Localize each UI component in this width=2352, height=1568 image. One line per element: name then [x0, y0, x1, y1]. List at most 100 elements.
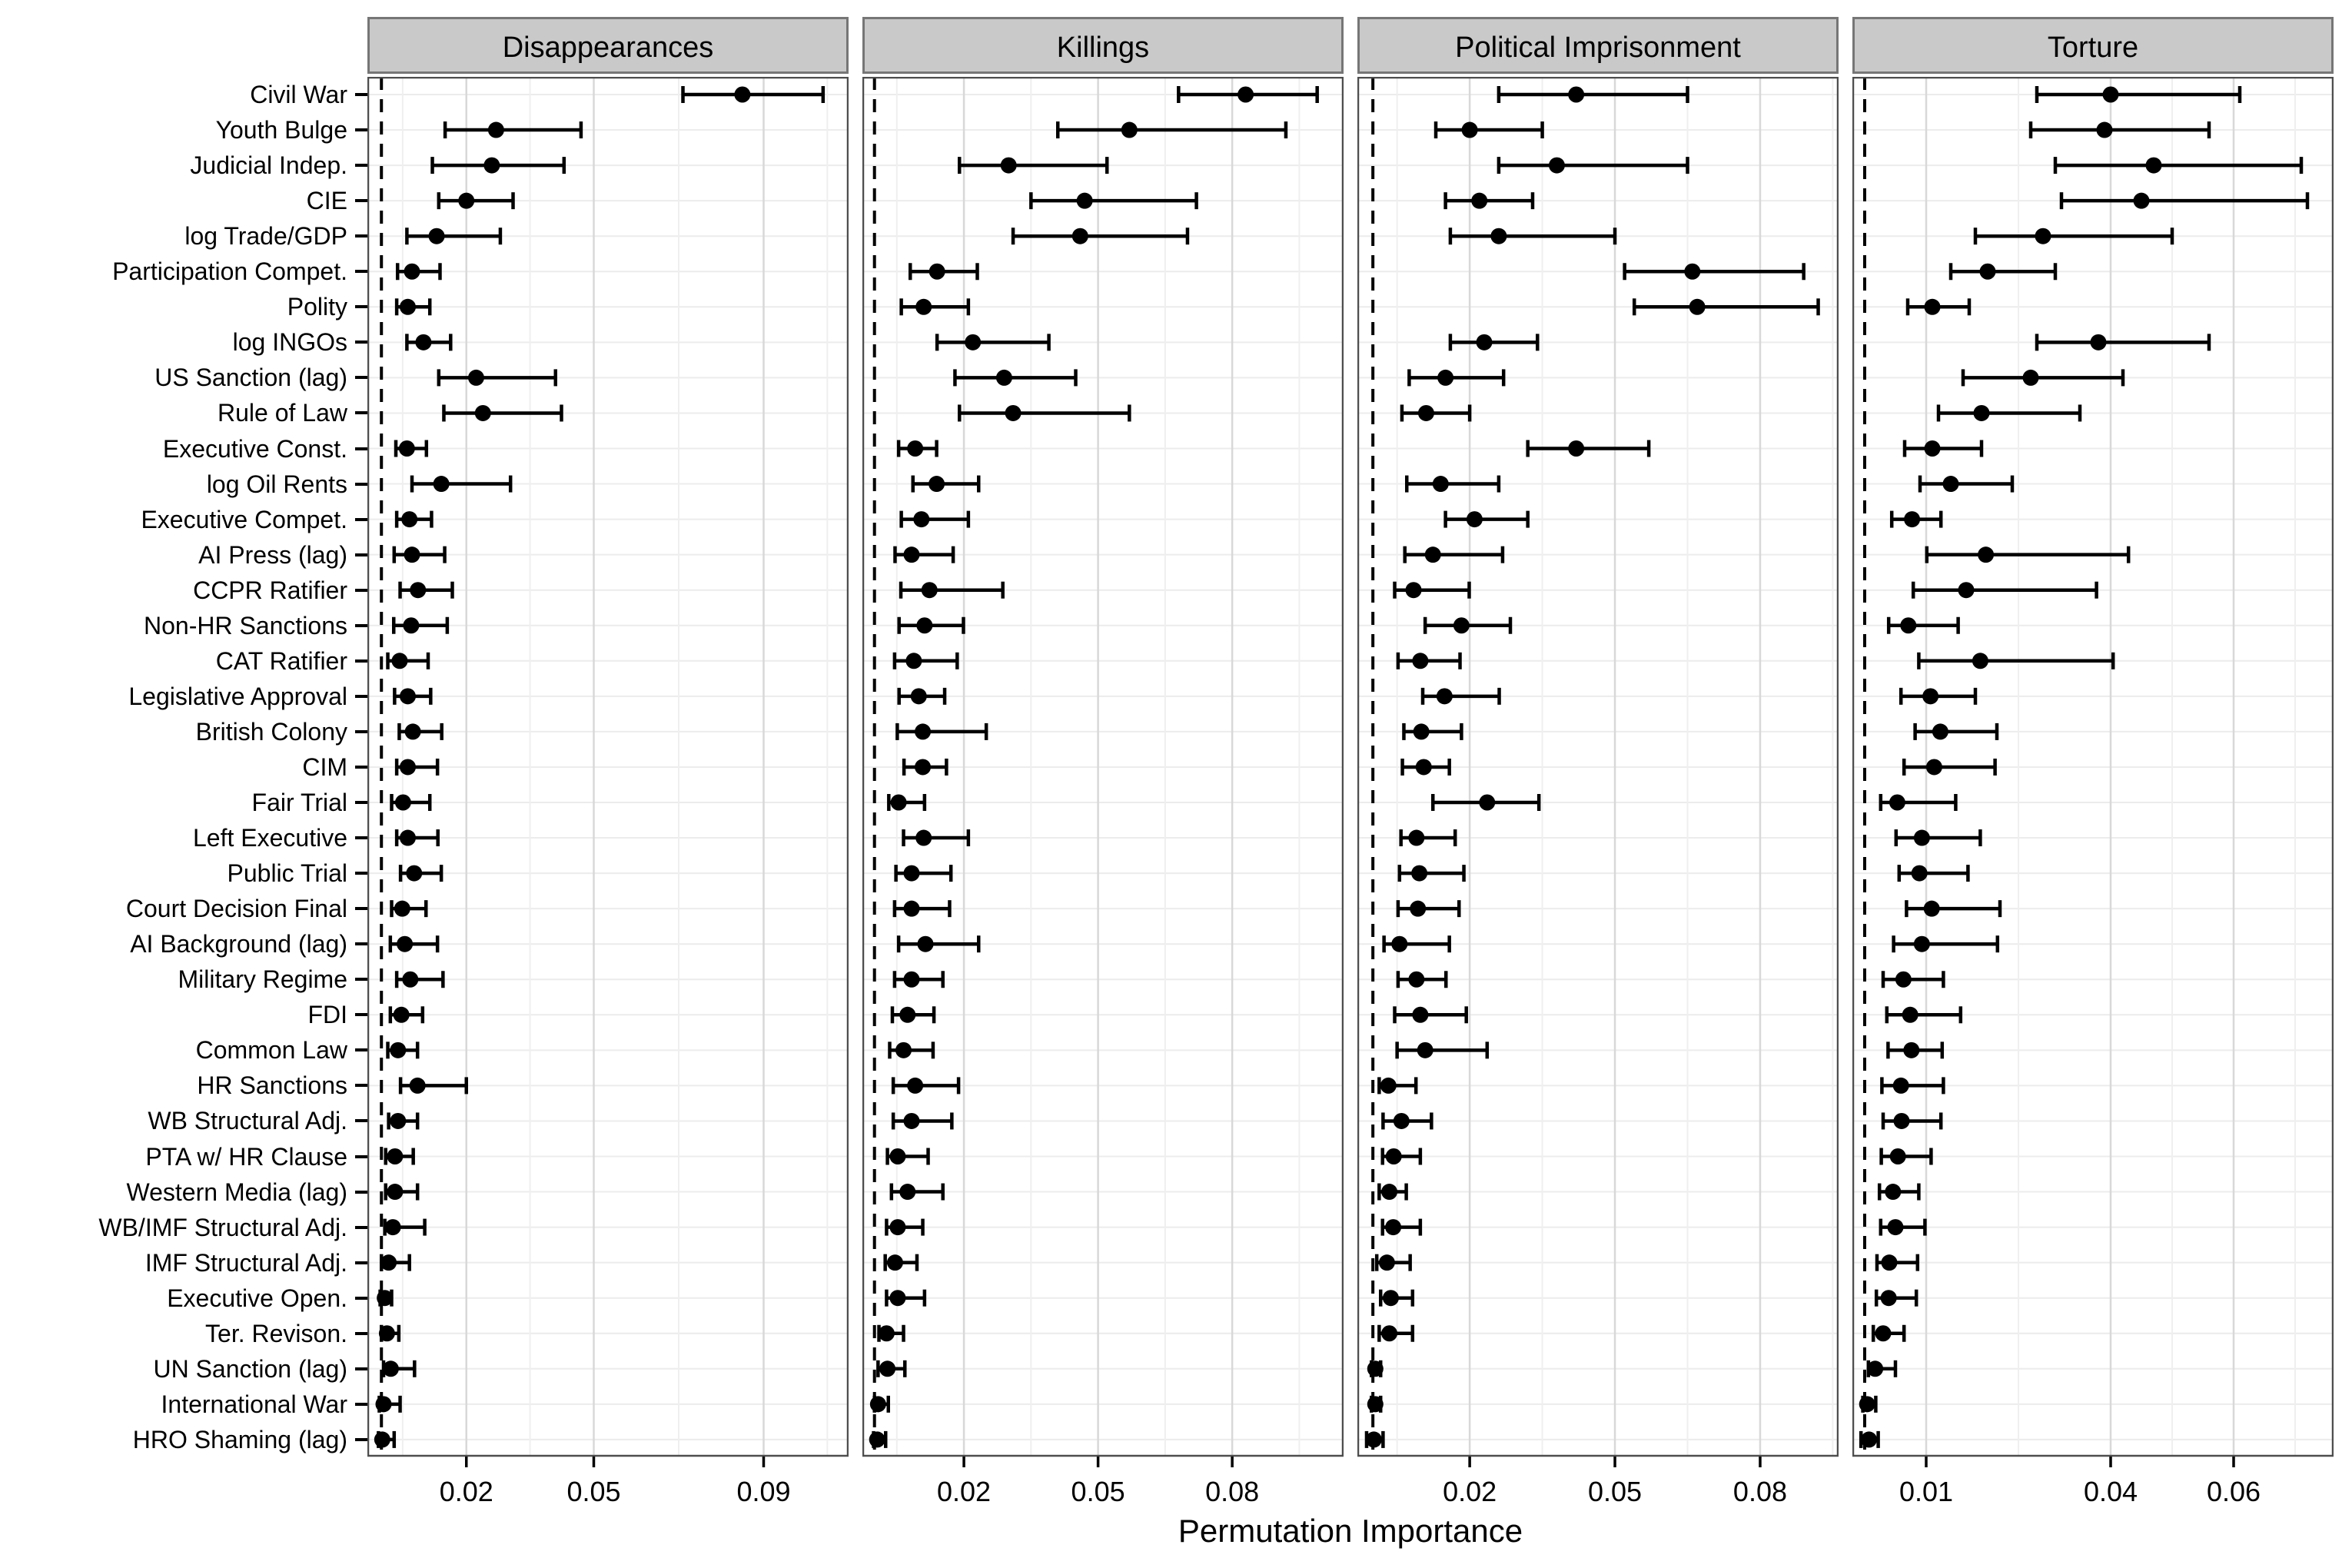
estimate-row [405, 334, 453, 351]
estimate-row [890, 1006, 936, 1024]
point-estimate [2035, 228, 2051, 244]
estimate-row [1879, 1218, 1927, 1236]
point-estimate [458, 192, 475, 209]
x-axis-tick-label: 0.05 [1071, 1476, 1125, 1507]
estimate-row [390, 900, 428, 918]
point-estimate [1417, 404, 1434, 421]
point-estimate [890, 794, 907, 811]
y-axis-tick [355, 1154, 367, 1158]
point-estimate [1071, 228, 1088, 244]
estimate-row [1402, 723, 1463, 740]
estimate-row [1407, 369, 1506, 387]
point-estimate [394, 900, 410, 917]
point-estimate [1381, 1325, 1398, 1342]
estimate-row [410, 475, 513, 493]
point-estimate [1925, 759, 1942, 776]
estimate-row [375, 1395, 402, 1413]
y-axis-tick [355, 234, 367, 238]
estimate-row [1380, 1148, 1423, 1165]
y-axis-tick [355, 765, 367, 769]
point-estimate [1895, 971, 1912, 988]
point-estimate [404, 723, 421, 740]
estimate-row [1367, 1360, 1384, 1377]
estimate-row [909, 263, 979, 281]
point-estimate [1408, 971, 1425, 988]
y-axis-label: HR Sanctions [0, 1068, 367, 1103]
x-axis-tick-label: 0.02 [1443, 1476, 1497, 1507]
point-estimate [903, 1112, 920, 1129]
point-estimate [1904, 511, 1921, 528]
point-estimate [403, 617, 420, 634]
y-axis-label: log INGOs [0, 324, 367, 360]
point-estimate [1424, 546, 1441, 563]
estimate-row [1177, 86, 1319, 103]
y-axis-label: Fair Trial [0, 785, 367, 820]
y-axis-tick [355, 199, 367, 203]
point-estimate [899, 1184, 916, 1201]
estimate-row [897, 616, 965, 634]
point-estimate [378, 1325, 395, 1342]
y-axis-label: International War [0, 1387, 367, 1422]
estimate-row [1448, 334, 1540, 351]
point-estimate [410, 582, 427, 599]
estimate-row [1029, 192, 1198, 210]
point-estimate [915, 759, 932, 776]
point-estimate [1413, 723, 1430, 740]
estimate-row [885, 1218, 925, 1236]
y-axis-label: Non-HR Sanctions [0, 608, 367, 643]
point-estimate [1490, 228, 1507, 244]
estimate-row [1897, 865, 1970, 882]
y-axis-label: PTA w/ HR Clause [0, 1139, 367, 1174]
estimate-row [1899, 687, 1978, 705]
estimate-row [1364, 1430, 1385, 1448]
point-estimate [384, 1219, 401, 1236]
y-axis-tick [355, 1225, 367, 1229]
point-estimate [1380, 1077, 1397, 1094]
estimate-row [381, 1360, 417, 1377]
estimate-row [383, 1218, 427, 1236]
point-estimate [1412, 653, 1429, 669]
estimate-row [1886, 616, 1960, 634]
facet-strip-political-imprisonment: Political Imprisonment [1357, 17, 1839, 74]
facet-strip-disappearances: Disappearances [367, 17, 849, 74]
estimate-row [1948, 263, 2058, 281]
estimate-row [395, 263, 442, 281]
point-estimate [1689, 298, 1706, 315]
point-estimate [929, 263, 945, 280]
panel-killings: Killings 0.02 0.05 0.08 [862, 17, 1344, 1522]
estimate-row [885, 1148, 930, 1165]
estimate-row [377, 1289, 394, 1307]
estimate-row [2053, 157, 2304, 174]
point-estimate [399, 688, 416, 705]
point-estimate [1881, 1254, 1898, 1271]
estimate-row [1880, 1077, 1945, 1095]
estimate-row [891, 1077, 961, 1095]
point-estimate [907, 1077, 924, 1094]
y-axis-label: AI Background (lag) [0, 926, 367, 962]
point-estimate [1437, 369, 1454, 386]
estimate-row [1632, 298, 1820, 316]
y-axis-label: WB Structural Adj. [0, 1103, 367, 1138]
point-estimate [2133, 192, 2150, 209]
estimate-row [398, 1077, 468, 1095]
point-estimate [869, 1396, 886, 1413]
estimate-row [887, 794, 927, 811]
estimate-row [1377, 1324, 1415, 1342]
point-estimate [995, 369, 1012, 386]
point-estimate [1365, 1431, 1382, 1448]
point-estimate [2090, 334, 2107, 350]
point-estimate [1391, 935, 1408, 952]
y-axis-label: Military Regime [0, 962, 367, 997]
panel-political-imprisonment: Political Imprisonment 0.02 0.05 0.08 [1357, 17, 1839, 1522]
panel-border [1357, 77, 1839, 1457]
estimate-row [892, 971, 945, 988]
minor-gridlines [2018, 77, 2296, 1457]
y-axis-label: CIE [0, 183, 367, 218]
estimate-row [1925, 546, 2131, 563]
panel-border [862, 77, 1344, 1457]
y-axis-tick [355, 1048, 367, 1052]
point-estimate [1385, 1148, 1402, 1164]
y-axis-tick [355, 623, 367, 627]
estimate-row [392, 616, 450, 634]
y-axis-label: Legislative Approval [0, 679, 367, 714]
